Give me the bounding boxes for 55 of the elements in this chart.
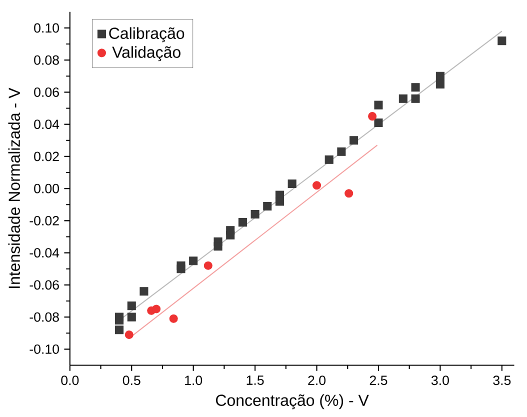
point xyxy=(226,230,235,240)
x-tick-label: 3.0 xyxy=(431,375,449,385)
x-tick-label: 1.5 xyxy=(246,375,264,385)
point xyxy=(124,330,134,339)
point xyxy=(436,80,444,88)
point xyxy=(275,196,284,206)
y-tick-label: 0.08 xyxy=(34,55,59,65)
y-tick-label: 0.00 xyxy=(34,184,59,194)
y-tick-label: -0.06 xyxy=(30,280,59,290)
legend-label: Calibração xyxy=(109,27,184,42)
point xyxy=(250,210,260,218)
point xyxy=(498,36,506,45)
y-tick-label: 0.04 xyxy=(34,119,60,129)
y-tick-label: 0.06 xyxy=(34,87,59,97)
y-tick-label: -0.02 xyxy=(30,216,59,226)
point xyxy=(312,180,322,190)
point xyxy=(337,147,346,156)
point xyxy=(238,218,247,226)
point xyxy=(398,94,408,103)
point xyxy=(324,155,334,164)
point xyxy=(288,179,296,188)
y-tick-label: -0.10 xyxy=(30,344,59,354)
point xyxy=(411,94,420,103)
x-axis-title: Concentração (%) - V xyxy=(216,394,369,409)
x-tick-label: 2.0 xyxy=(308,375,326,385)
y-axis-title: Intensidade Normalizada - V xyxy=(8,88,20,288)
x-tick-label: 0.0 xyxy=(61,375,79,385)
x-tick-label: 3.5 xyxy=(493,375,511,385)
point xyxy=(350,136,358,144)
point xyxy=(115,325,124,334)
y-tick-label: -0.08 xyxy=(30,312,59,322)
point xyxy=(263,202,272,210)
point xyxy=(152,304,161,314)
point xyxy=(127,312,136,322)
point xyxy=(169,314,178,323)
point xyxy=(115,316,124,324)
legend-label: Validação xyxy=(112,46,180,61)
x-tick-label: 1.0 xyxy=(185,375,202,385)
point xyxy=(140,286,148,296)
point xyxy=(374,100,383,110)
point xyxy=(204,261,212,270)
point xyxy=(214,242,222,250)
point xyxy=(127,301,136,310)
y-tick-label: -0.04 xyxy=(30,248,60,258)
point xyxy=(411,82,420,92)
x-tick-label: 2.5 xyxy=(370,375,388,385)
point xyxy=(344,188,354,198)
point xyxy=(436,72,444,80)
point xyxy=(189,256,198,265)
point xyxy=(374,118,383,127)
x-tick-label: 0.5 xyxy=(122,375,140,385)
y-tick-label: 0.02 xyxy=(34,152,59,161)
point xyxy=(368,112,377,120)
y-tick-label: 0.10 xyxy=(34,23,59,32)
point xyxy=(176,264,186,273)
